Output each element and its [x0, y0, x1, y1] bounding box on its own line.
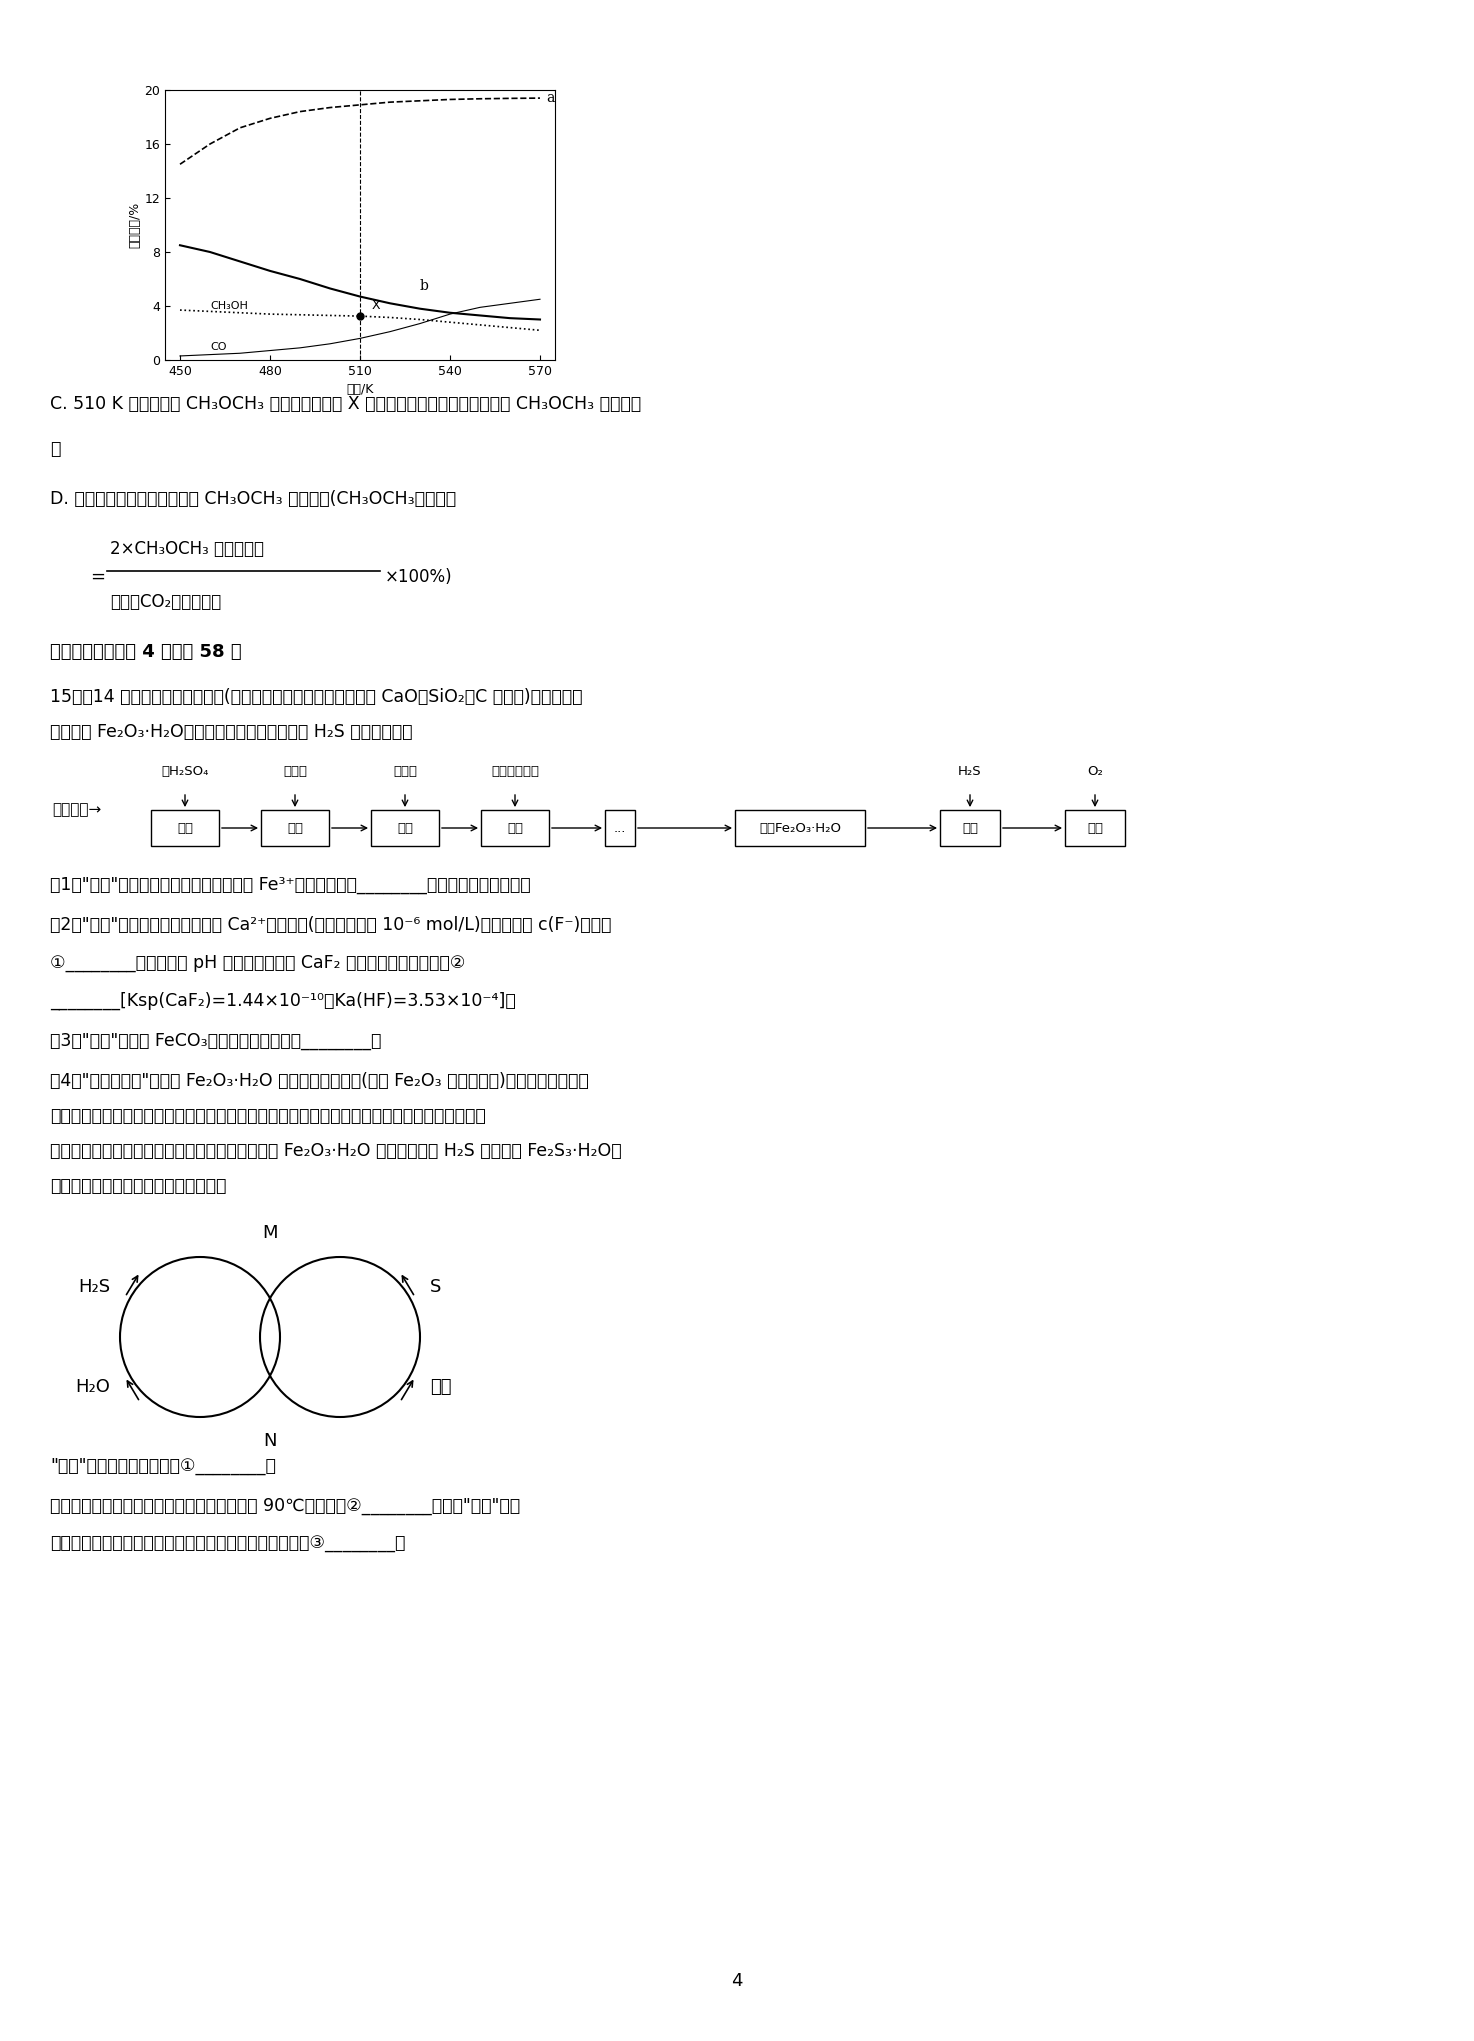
Text: 氨水碳酸氢铵: 氨水碳酸氢铵 [491, 765, 539, 778]
Y-axis label: 体积分数/%: 体积分数/% [128, 202, 142, 249]
Text: 再生: 再生 [1086, 820, 1103, 835]
Text: ...: ... [613, 820, 626, 835]
Text: ________[Ksp(CaF₂)=1.44×10⁻¹⁰，Ka(HF)=3.53×10⁻⁴]。: ________[Ksp(CaF₂)=1.44×10⁻¹⁰，Ka(HF)=3.5… [50, 992, 516, 1010]
FancyBboxPatch shape [736, 810, 865, 847]
FancyBboxPatch shape [481, 810, 548, 847]
Text: b: b [420, 280, 429, 292]
Text: 脱硫活性 Fe₂O₃·H₂O，并用该脱硫剂处理沼气中 H₂S 的流程如下：: 脱硫活性 Fe₂O₃·H₂O，并用该脱硫剂处理沼气中 H₂S 的流程如下： [50, 723, 413, 741]
Text: 中的含硫化合物化学吸附到脱硫剂的孔隙中，发生反应改变其化学组成。当脱硫剂达到饱和后，: 中的含硫化合物化学吸附到脱硫剂的孔隙中，发生反应改变其化学组成。当脱硫剂达到饱和… [50, 1106, 486, 1125]
Text: =: = [90, 567, 105, 586]
Text: O₂: O₂ [1086, 765, 1103, 778]
FancyBboxPatch shape [150, 810, 220, 847]
Text: ×100%): ×100%) [385, 567, 453, 586]
Text: H₂S: H₂S [78, 1278, 111, 1296]
Text: 除杂: 除杂 [397, 820, 413, 835]
Text: 空气: 空气 [430, 1378, 451, 1396]
FancyBboxPatch shape [261, 810, 329, 847]
FancyBboxPatch shape [940, 810, 999, 847]
Text: 废铁屑: 废铁屑 [283, 765, 307, 778]
Text: H₂S: H₂S [958, 765, 982, 778]
Text: （3）"沉铁"：生成 FeCO₃沉淀的离子方程式为________。: （3）"沉铁"：生成 FeCO₃沉淀的离子方程式为________。 [50, 1033, 382, 1049]
Text: CO: CO [209, 341, 227, 351]
Text: a: a [545, 92, 554, 104]
Text: CH₃OH: CH₃OH [209, 300, 248, 310]
Text: 沉铁: 沉铁 [507, 820, 523, 835]
Text: C. 510 K 时，反应至 CH₃OCH₃ 的体积分数达到 X 点的值，延长反应时间不能提高 CH₃OCH₃ 的体积分: C. 510 K 时，反应至 CH₃OCH₃ 的体积分数达到 X 点的值，延长反… [50, 396, 641, 412]
Text: H₂O: H₂O [75, 1378, 111, 1396]
Text: （1）"还原"：还原时加入的废铁屑除了与 Fe³⁺反应外，还与________（填离子符号）反应。: （1）"还原"：还原时加入的废铁屑除了与 Fe³⁺反应外，还与________（… [50, 876, 531, 894]
Text: "脱硫"反应的化学方程式为①________。: "脱硫"反应的化学方程式为①________。 [50, 1457, 276, 1476]
Text: 二、非选择题：共 4 题，共 58 分: 二、非选择题：共 4 题，共 58 分 [50, 643, 242, 661]
Text: 数: 数 [50, 441, 60, 457]
Text: N: N [264, 1433, 277, 1449]
Text: 脱硫剂的活性不断下降，脱硫效果明显变差的原因可能是③________。: 脱硫剂的活性不断下降，脱硫效果明显变差的原因可能是③________。 [50, 1535, 405, 1553]
Text: 脱硫: 脱硫 [963, 820, 979, 835]
Text: 酸浸: 酸浸 [177, 820, 193, 835]
Text: 反应的CO₂的物质的量: 反应的CO₂的物质的量 [111, 594, 221, 610]
Text: 2×CH₃OCH₃ 的物质的量: 2×CH₃OCH₃ 的物质的量 [111, 541, 264, 557]
Text: 4: 4 [731, 1972, 743, 1990]
Text: M: M [262, 1225, 277, 1243]
Text: 即不再具有脱硫能力需要对其进行再生。利用活性 Fe₂O₃·H₂O 脱除沼气中的 H₂S 可转化成 Fe₂S₃·H₂O，: 即不再具有脱硫能力需要对其进行再生。利用活性 Fe₂O₃·H₂O 脱除沼气中的 … [50, 1143, 622, 1159]
Text: 活性Fe₂O₃·H₂O: 活性Fe₂O₃·H₂O [759, 820, 842, 835]
Text: 还原: 还原 [287, 820, 304, 835]
Text: 氟化铵: 氟化铵 [394, 765, 417, 778]
Text: S: S [430, 1278, 441, 1296]
Text: 稀H₂SO₄: 稀H₂SO₄ [161, 765, 209, 778]
FancyBboxPatch shape [1066, 810, 1125, 847]
Text: ①________；若溶液的 pH 偏低，将会导致 CaF₂ 沉淀不完全，其原因是②: ①________；若溶液的 pH 偏低，将会导致 CaF₂ 沉淀不完全，其原因… [50, 953, 466, 972]
Text: 工业上要求脱除及再生整个过程温度不能超过 90℃，原因是②________；多次"再生"后，: 工业上要求脱除及再生整个过程温度不能超过 90℃，原因是②________；多次… [50, 1496, 520, 1514]
Text: 其脱硫及常温下再生的原理如图所示。: 其脱硫及常温下再生的原理如图所示。 [50, 1178, 227, 1194]
Text: 炼钢污泥→: 炼钢污泥→ [52, 802, 102, 818]
Text: （4）"脱硫、再生"：活性 Fe₂O₃·H₂O 是一种固体脱硫剂(无水 Fe₂O₃ 无脱硫作用)，其原理是将废气: （4）"脱硫、再生"：活性 Fe₂O₃·H₂O 是一种固体脱硫剂(无水 Fe₂O… [50, 1072, 588, 1090]
Text: D. 增大压强有利于提高平衡时 CH₃OCH₃ 的选择性(CH₃OCH₃的选择性: D. 增大压强有利于提高平衡时 CH₃OCH₃ 的选择性(CH₃OCH₃的选择性 [50, 490, 455, 508]
Text: X: X [371, 300, 380, 312]
Text: （2）"除杂"：若使还原后的滤液中 Ca²⁺完全沉淀(离子浓度小于 10⁻⁶ mol/L)，则滤液中 c(F⁻)需大于: （2）"除杂"：若使还原后的滤液中 Ca²⁺完全沉淀(离子浓度小于 10⁻⁶ m… [50, 916, 612, 935]
FancyBboxPatch shape [604, 810, 635, 847]
FancyBboxPatch shape [371, 810, 439, 847]
X-axis label: 温度/K: 温度/K [346, 384, 374, 396]
Text: 15．（14 分）工业上以炼钢污泥(主要成分为铁的氧化物，还含有 CaO、SiO₂、C 等杂质)为原料制备: 15．（14 分）工业上以炼钢污泥(主要成分为铁的氧化物，还含有 CaO、SiO… [50, 688, 582, 706]
